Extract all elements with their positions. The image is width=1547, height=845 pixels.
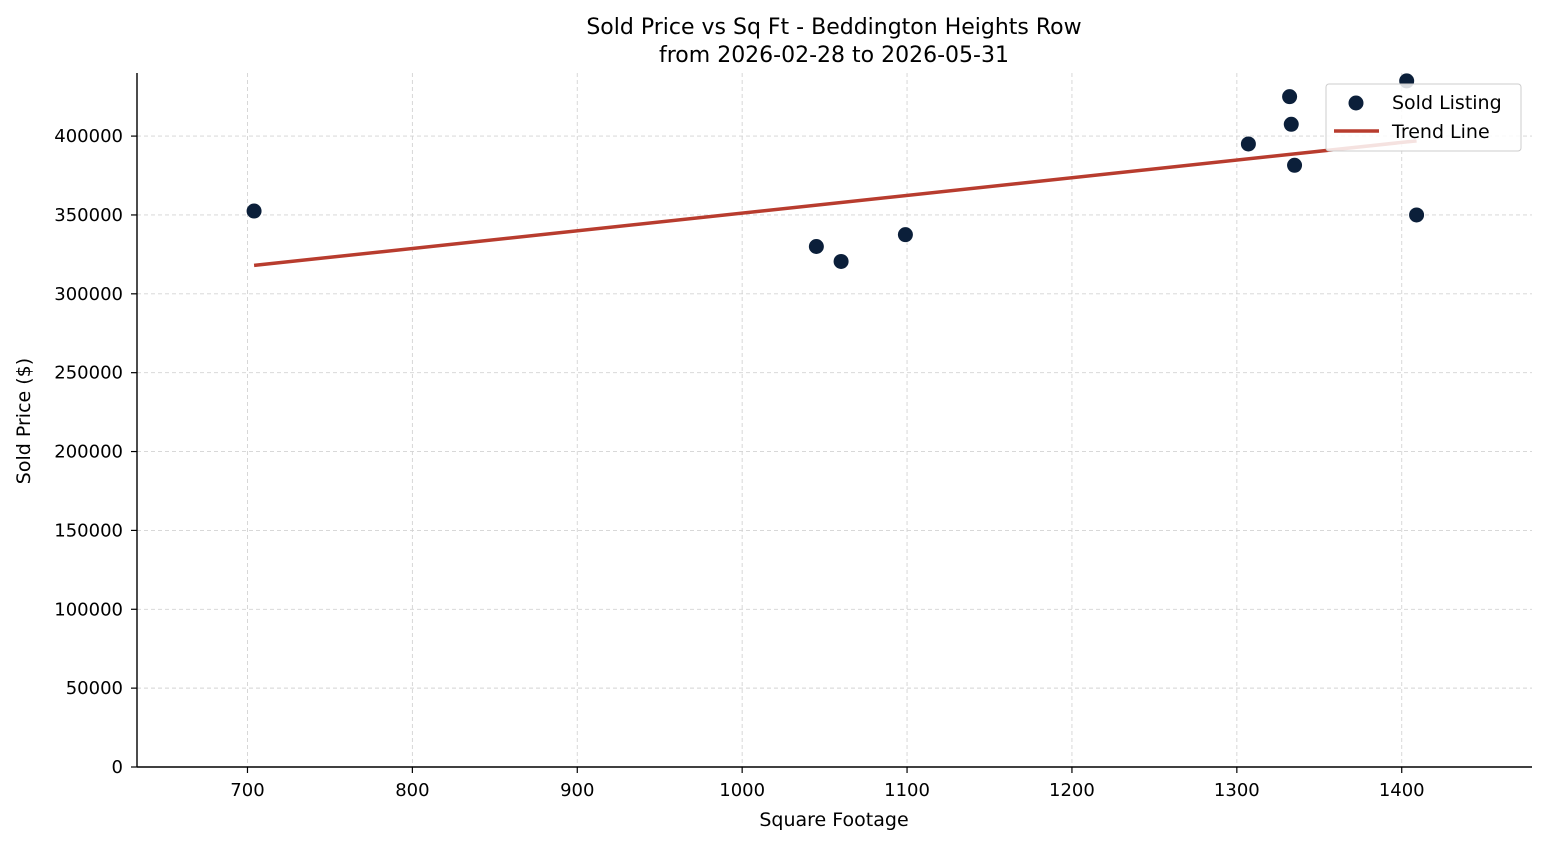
y-tick-label: 50000 — [66, 678, 123, 699]
x-tick-label: 800 — [395, 780, 429, 801]
y-tick-label: 350000 — [54, 205, 123, 226]
chart-title: Sold Price vs Sq Ft - Beddington Heights… — [586, 15, 1081, 40]
x-tick-label: 900 — [560, 780, 594, 801]
x-tick-label: 1200 — [1049, 780, 1095, 801]
x-tick-label: 1100 — [884, 780, 930, 801]
y-tick-label: 0 — [112, 757, 123, 778]
legend-label-trend-line: Trend Line — [1391, 121, 1490, 143]
x-axis-label: Square Footage — [759, 809, 908, 831]
trend-line — [253, 139, 1417, 268]
data-point — [1409, 207, 1425, 223]
x-tick-label: 700 — [230, 780, 264, 801]
x-tick-label: 1300 — [1214, 780, 1260, 801]
trend-layer — [253, 139, 1417, 268]
data-point — [246, 203, 262, 219]
legend-box — [1325, 83, 1522, 152]
y-tick-label: 250000 — [54, 363, 123, 384]
grid — [137, 73, 1532, 768]
x-tick-label: 1000 — [719, 780, 765, 801]
axes — [136, 73, 1532, 768]
y-tick-label: 150000 — [54, 520, 123, 541]
data-point — [833, 253, 849, 269]
y-axis-label: Sold Price ($) — [13, 358, 35, 484]
data-point — [1283, 116, 1299, 132]
x-tick-label: 1400 — [1379, 780, 1425, 801]
points-layer — [246, 73, 1425, 269]
data-point — [1240, 136, 1256, 152]
chart-subtitle: from 2026-02-28 to 2026-05-31 — [659, 43, 1009, 68]
legend: Sold Listing Trend Line — [1325, 83, 1522, 152]
data-point — [1282, 89, 1298, 105]
y-tick-label: 300000 — [54, 284, 123, 305]
y-tick-label: 400000 — [54, 126, 123, 147]
data-point — [897, 227, 913, 243]
y-tick-label: 100000 — [54, 599, 123, 620]
data-point — [1287, 157, 1303, 173]
y-tick-label: 200000 — [54, 442, 123, 463]
data-point — [808, 239, 824, 254]
tick-labels: 700 800 900 1000 1100 1200 1300 1400 0 50000 10000… — [54, 126, 1424, 801]
legend-label-sold-listing: Sold Listing — [1392, 92, 1502, 114]
legend-marker-sold-listing — [1348, 95, 1364, 111]
